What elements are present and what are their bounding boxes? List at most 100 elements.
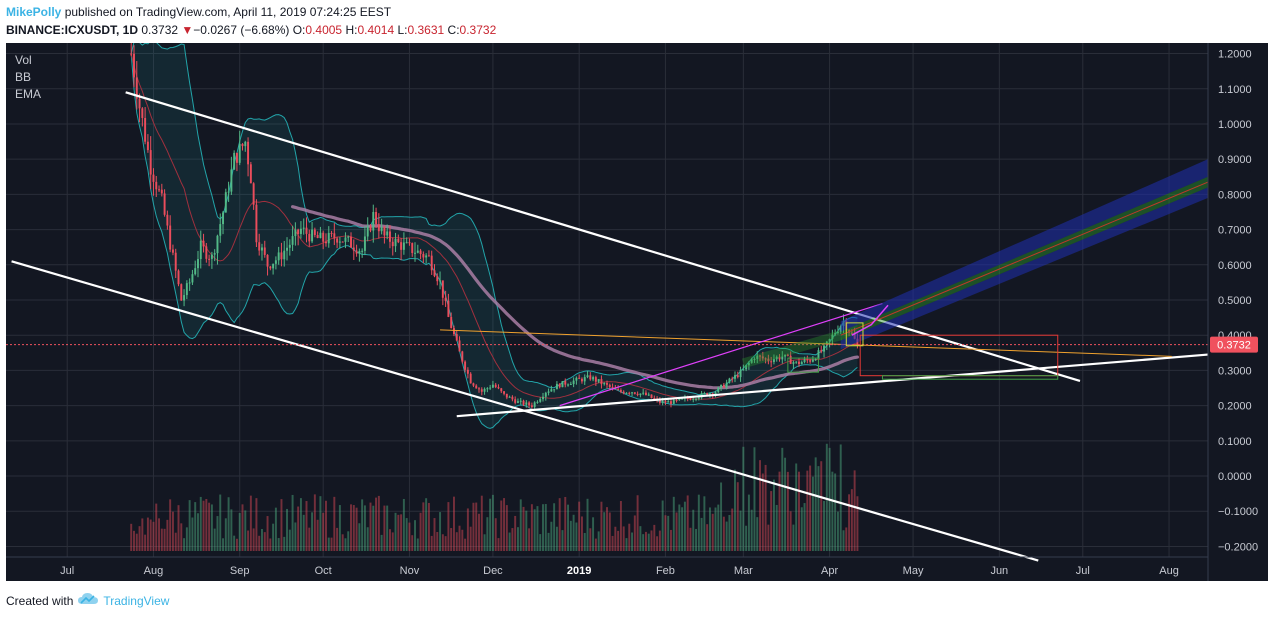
volume-bar — [450, 528, 453, 551]
volume-bar — [778, 471, 781, 551]
candle-body — [786, 354, 789, 356]
candle-body — [622, 391, 625, 394]
candle-body — [277, 252, 280, 261]
volume-bar — [781, 447, 784, 551]
indicator-bb[interactable]: BB — [15, 70, 31, 84]
candle-body — [608, 384, 611, 387]
target-box-green — [881, 375, 1059, 380]
volume-bar — [486, 517, 489, 551]
volume-bar — [263, 532, 266, 551]
volume-bar — [266, 516, 269, 551]
volume-bar — [185, 527, 188, 551]
volume-bar — [138, 526, 141, 551]
volume-bar — [695, 528, 698, 551]
candle-body — [185, 283, 188, 296]
candle-body — [497, 387, 500, 389]
author-link[interactable]: MikePolly — [6, 5, 62, 19]
volume-bar — [767, 524, 770, 551]
candle-body — [664, 400, 667, 403]
volume-bar — [291, 494, 294, 551]
open-label: O: — [292, 23, 306, 37]
volume-bar — [414, 520, 416, 551]
volume-bar — [547, 532, 550, 551]
volume-bar — [528, 528, 531, 551]
tradingview-brand[interactable]: TradingView — [103, 593, 170, 608]
volume-bar — [647, 533, 650, 551]
candle-body — [450, 316, 453, 329]
volume-bar — [341, 534, 344, 551]
volume-bar — [286, 508, 288, 551]
candle-body — [341, 241, 344, 243]
volume-bar — [670, 529, 672, 551]
candle-body — [219, 224, 222, 236]
candle-body — [202, 240, 205, 247]
candle-body — [697, 397, 700, 399]
volume-bar — [419, 512, 422, 551]
volume-bar — [714, 507, 717, 551]
indicator-ema[interactable]: EMA — [15, 87, 41, 101]
drawings — [6, 91, 1209, 562]
indicator-vol[interactable]: Vol — [15, 53, 32, 67]
volume-bar — [747, 494, 750, 551]
candle-body — [400, 242, 403, 250]
volume-bar — [600, 501, 603, 551]
candle-body — [180, 284, 183, 301]
bb-upper — [130, 43, 858, 396]
high-label: H: — [345, 23, 358, 37]
candle-body — [138, 98, 141, 109]
volume-bar — [739, 510, 742, 551]
channel-start-band — [741, 330, 843, 369]
candle-body — [130, 53, 133, 55]
volume-bar — [461, 529, 464, 551]
volume-bar — [592, 517, 595, 551]
volume-bar — [400, 514, 403, 551]
volume-bar — [717, 504, 720, 551]
candle-body — [183, 295, 186, 301]
candle-body — [505, 393, 508, 398]
bb-basis — [130, 53, 858, 400]
volume-bar — [720, 482, 723, 551]
volume-bar — [589, 528, 592, 551]
volume-bar — [235, 538, 238, 551]
volume-bar — [667, 515, 670, 551]
tradingview-cloud-icon[interactable] — [77, 592, 99, 609]
volume-bar — [171, 511, 174, 551]
candle-body — [197, 259, 199, 269]
candle-body — [653, 397, 656, 399]
low-label: L: — [397, 23, 408, 37]
volume-bar — [280, 499, 283, 551]
volume-bar — [394, 512, 397, 551]
volume-bar — [845, 527, 848, 551]
candle-body — [533, 402, 536, 408]
volume-bar — [608, 512, 611, 551]
candle-body — [661, 400, 664, 403]
price-chart[interactable]: 1.2000 1.1000 1.0000 0.9000 0.8000 0.7000 0.60… — [6, 43, 1268, 581]
volume-bar — [258, 535, 261, 551]
candle-body — [144, 117, 147, 142]
volume-bar — [375, 497, 378, 551]
volume-bar — [772, 479, 775, 551]
volume-bar — [786, 471, 789, 551]
y-tick-label: 0.1000 — [1218, 436, 1252, 448]
volume-bar — [422, 502, 425, 551]
volume-bar — [628, 523, 631, 551]
candle-body — [611, 386, 614, 388]
candle-body — [152, 174, 155, 182]
candle-body — [480, 389, 483, 392]
candle-body — [745, 365, 748, 370]
price-badge: 0.3732 — [1210, 336, 1258, 353]
candle-body — [141, 108, 144, 118]
candle-body — [525, 402, 528, 405]
candle-body — [366, 226, 369, 237]
candle-body — [580, 378, 583, 382]
volume-bar — [516, 527, 519, 551]
x-tick-label: Jul — [60, 565, 74, 577]
volume-bar — [491, 494, 494, 551]
candle-body — [319, 232, 322, 238]
volume-bar — [525, 510, 528, 551]
candle-body — [728, 378, 731, 383]
candle-body — [311, 229, 314, 242]
volume-bar — [405, 518, 408, 551]
candle-body — [330, 232, 333, 234]
volume-bar — [299, 498, 302, 551]
